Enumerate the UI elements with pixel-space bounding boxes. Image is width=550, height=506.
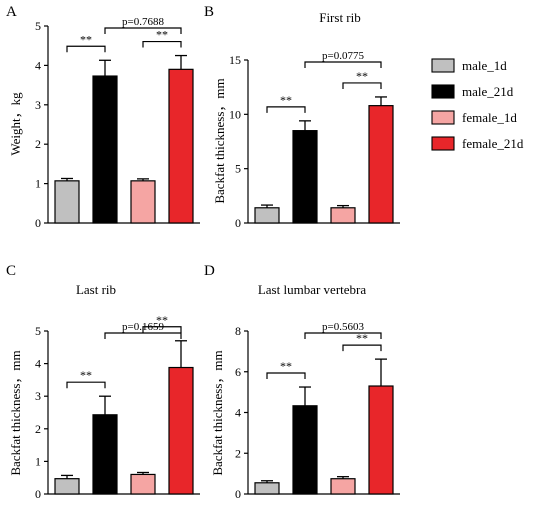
significance-bracket <box>304 332 382 339</box>
legend-swatch <box>431 136 455 151</box>
y-tick-label: 5 <box>35 324 41 338</box>
p-value-label: p=0.5603 <box>322 321 364 333</box>
bar-female_21d <box>368 105 394 224</box>
significance-stars: ** <box>156 28 168 42</box>
bar-female_21d <box>168 366 194 495</box>
bar-female_21d <box>368 385 394 495</box>
bar-male_1d <box>54 180 80 224</box>
legend: male_1d male_21d female_1d female_21d <box>431 58 524 151</box>
chart-panel-d: D Last lumbar vertebra 0 2 4 6 8 Backfat thickn… <box>204 263 400 501</box>
significance-stars: ** <box>280 359 292 373</box>
significance-bracket <box>104 332 182 339</box>
y-tick-label: 4 <box>235 406 241 420</box>
y-tick-label: 3 <box>35 98 41 112</box>
legend-label: female_1d <box>462 110 517 125</box>
significance-stars: ** <box>156 313 168 327</box>
y-tick-label: 4 <box>35 357 41 371</box>
panel-letter: B <box>204 4 214 20</box>
y-axis-label: Backfat thickness，mm <box>210 350 225 475</box>
panel-letter: C <box>6 263 16 279</box>
bar-male_21d <box>92 414 118 495</box>
bar-female_1d <box>330 207 356 224</box>
significance-bracket <box>104 27 182 34</box>
p-value-label: p=0.7688 <box>122 16 164 28</box>
legend-swatch <box>431 84 455 99</box>
panel-title: Last rib <box>76 282 116 297</box>
y-tick-label: 0 <box>235 487 241 501</box>
panel-letter: A <box>6 4 17 20</box>
p-value-label: p=0.1659 <box>122 321 164 333</box>
panel-title: Last lumbar vertebra <box>258 282 367 297</box>
significance-bracket <box>142 326 182 333</box>
y-tick-label: 2 <box>35 137 41 151</box>
legend-swatch <box>431 110 455 125</box>
legend-item: female_21d <box>431 136 524 151</box>
panel-title: First rib <box>319 10 361 25</box>
y-tick-label: 1 <box>35 454 41 468</box>
y-axis-label: Backfat thickness，mm <box>8 350 23 475</box>
y-tick-label: 5 <box>235 162 241 176</box>
legend-label: male_1d <box>462 58 507 73</box>
significance-bracket <box>342 344 382 352</box>
significance-bracket <box>266 106 306 113</box>
significance-bracket <box>304 61 382 68</box>
panel-letter: D <box>204 263 215 279</box>
significance-bracket <box>66 45 106 53</box>
bar-male_1d <box>254 482 280 495</box>
significance-stars: ** <box>356 331 368 345</box>
significance-bracket <box>266 372 306 380</box>
significance-stars: ** <box>356 69 368 83</box>
bar-male_1d <box>54 478 80 495</box>
y-tick-label: 0 <box>235 216 241 230</box>
y-tick-label: 4 <box>35 58 41 72</box>
significance-bracket <box>66 381 106 389</box>
y-tick-label: 10 <box>229 107 241 121</box>
significance-bracket <box>342 82 382 89</box>
y-tick-label: 2 <box>235 446 241 460</box>
bar-female_21d <box>168 68 194 224</box>
legend-item: female_1d <box>431 110 517 125</box>
legend-swatch <box>431 58 455 73</box>
y-tick-label: 2 <box>35 422 41 436</box>
bar-male_21d <box>292 130 318 224</box>
bar-male_1d <box>254 207 280 224</box>
bar-male_21d <box>292 405 318 495</box>
p-value-label: p=0.0775 <box>322 50 364 62</box>
y-tick-label: 0 <box>35 216 41 230</box>
y-tick-label: 8 <box>235 324 241 338</box>
y-tick-label: 15 <box>229 53 241 67</box>
legend-label: female_21d <box>462 136 524 151</box>
y-tick-label: 1 <box>35 177 41 191</box>
legend-label: male_21d <box>462 84 514 99</box>
bar-female_1d <box>330 478 356 495</box>
y-tick-label: 5 <box>35 19 41 33</box>
significance-stars: ** <box>280 93 292 107</box>
y-tick-label: 6 <box>235 365 241 379</box>
bar-female_1d <box>130 473 156 495</box>
significance-stars: ** <box>80 368 92 382</box>
significance-bracket <box>142 40 182 48</box>
y-axis-label: Weight，kg <box>8 92 23 156</box>
y-tick-label: 0 <box>35 487 41 501</box>
legend-item: male_1d <box>431 58 507 73</box>
legend-item: male_21d <box>431 84 514 99</box>
significance-stars: ** <box>80 32 92 46</box>
y-tick-label: 3 <box>35 389 41 403</box>
y-axis-label: Backfat thickness，mm <box>212 78 227 203</box>
bar-female_1d <box>130 180 156 224</box>
bar-male_21d <box>92 75 118 224</box>
